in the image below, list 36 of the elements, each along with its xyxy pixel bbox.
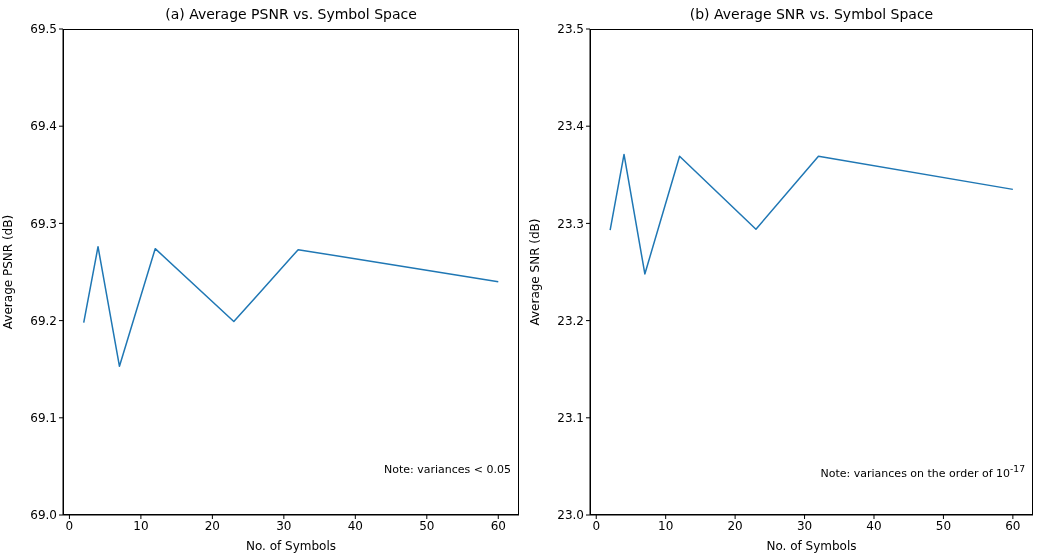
- y-tick-label: 69.4: [30, 119, 57, 134]
- y-tick-label: 69.5: [30, 22, 57, 37]
- x-tick-label: 60: [1005, 518, 1021, 533]
- x-tick-label: 20: [204, 518, 221, 533]
- x-tick-label: 10: [133, 518, 149, 533]
- x-tick-label: 60: [490, 518, 506, 533]
- annotation: Note: variances < 0.05: [383, 463, 511, 476]
- y-tick-label: 69.1: [30, 411, 57, 426]
- y-tick-label: 69.2: [30, 313, 57, 328]
- y-tick-label: 23.2: [557, 313, 584, 328]
- line-series: [609, 153, 1014, 275]
- y-axis-title: Average SNR (dB): [528, 218, 543, 326]
- annotation: Note: variances on the order of 10$^{-17}$: [820, 463, 1025, 480]
- x-tick-label: 50: [935, 518, 952, 533]
- x-tick-label: 40: [347, 518, 363, 533]
- x-axis-title: No. of Symbols: [245, 539, 337, 553]
- x-tick-label: 20: [727, 518, 743, 533]
- x-tick-label: 10: [658, 518, 674, 533]
- x-tick-label: 30: [276, 518, 292, 533]
- y-tick-label: 23.4: [557, 119, 584, 134]
- line-series: [82, 245, 500, 368]
- x-tick-label: 40: [866, 518, 882, 533]
- y-tick-label: 23.0: [557, 508, 584, 523]
- chart-title: (a) Average PSNR vs. Symbol Space: [164, 6, 418, 22]
- x-tick-label: 50: [419, 518, 435, 533]
- y-tick-label: 69.0: [30, 508, 57, 523]
- x-tick-label: 0: [592, 518, 601, 533]
- y-tick-label: 23.5: [557, 22, 584, 37]
- y-tick-label: 23.3: [557, 216, 584, 231]
- x-tick-label: 30: [796, 518, 813, 533]
- y-tick-label: 69.3: [30, 216, 57, 231]
- y-tick-label: 23.1: [557, 411, 584, 426]
- x-axis-title: No. of Symbols: [766, 539, 857, 553]
- x-tick-label: 0: [65, 518, 74, 533]
- y-axis-title: Average PSNR (dB): [1, 214, 16, 330]
- chart-title: (b) Average SNR vs. Symbol Space: [688, 6, 935, 22]
